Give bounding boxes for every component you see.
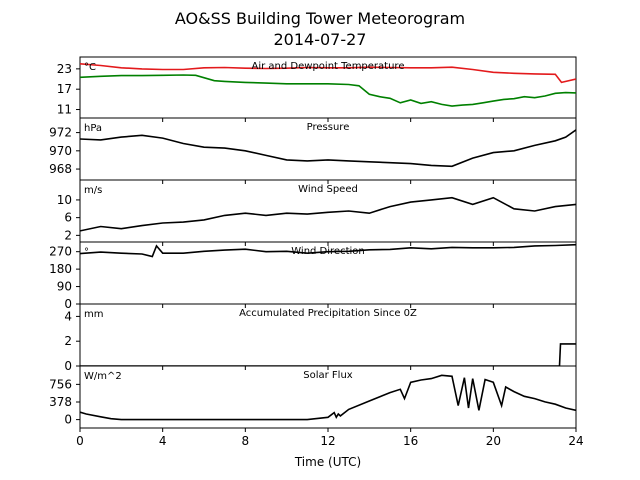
y-tick-label: 17 [57, 82, 72, 96]
figure-title: AO&SS Building Tower Meteorogram [175, 9, 465, 28]
x-axis-label: Time (UTC) [294, 455, 361, 469]
y-tick-label: 378 [49, 395, 72, 409]
x-tick-label: 12 [320, 434, 335, 448]
y-tick-label: 0 [64, 413, 72, 427]
panel-title: Air and Dewpoint Temperature [252, 61, 405, 72]
y-tick-label: 970 [49, 144, 72, 158]
y-tick-label: 2 [64, 334, 72, 348]
x-axis: 0 4 8 12 16 20 24 [76, 434, 583, 448]
series-line-0 [80, 63, 576, 84]
figure-date: 2014-07-27 [274, 30, 367, 49]
x-tick-label: 20 [486, 434, 501, 448]
y-tick-label: 4 [64, 309, 72, 323]
y-tick-label: 180 [49, 262, 72, 276]
panel-title: Wind Speed [298, 184, 358, 195]
panel-title: Wind Direction [291, 246, 365, 257]
y-tick-label: 968 [49, 162, 72, 176]
panel-unit-label: W/m^2 [84, 371, 122, 382]
panel-4: 0 2 4 mm Accumulated Precipitation Since 0Z [64, 303, 577, 373]
panel-unit-label: m/s [84, 185, 102, 196]
panel-unit-label: hPa [84, 123, 102, 134]
series-line-0 [80, 343, 576, 366]
y-tick-label: 11 [57, 103, 72, 117]
y-tick-label: 270 [49, 245, 72, 259]
x-tick-label: 16 [403, 434, 418, 448]
series-line-0 [80, 374, 576, 421]
series-line-0 [80, 129, 576, 168]
panel-2: 2 6 10 m/s Wind Speed [57, 179, 577, 246]
panel-unit-label: ° [84, 247, 89, 258]
y-tick-label: 0 [64, 297, 72, 311]
panel-1: 968 970 972 hPa Pressure [49, 117, 577, 184]
y-tick-label: 972 [49, 126, 72, 140]
x-tick-label: 8 [242, 434, 250, 448]
panel-title: Pressure [307, 122, 350, 133]
panel-title: Solar Flux [303, 370, 353, 381]
panel-3: 0 90 180 270 ° Wind Direction [49, 241, 577, 311]
panel-title: Accumulated Precipitation Since 0Z [239, 308, 417, 319]
y-tick-label: 2 [64, 228, 72, 242]
y-tick-label: 90 [57, 280, 72, 294]
x-tick-label: 24 [568, 434, 583, 448]
x-tick-label: 4 [159, 434, 167, 448]
y-tick-label: 6 [64, 211, 72, 225]
series-line-0 [80, 196, 576, 232]
panel-0: 11 17 23 °C Air and Dewpoint Temperature [57, 56, 577, 122]
y-tick-label: 23 [57, 62, 72, 76]
series-line-0 [80, 243, 576, 258]
series-line-1 [80, 74, 576, 107]
x-tick-label: 0 [76, 434, 84, 448]
panel-unit-label: mm [84, 309, 103, 320]
panel-unit-label: °C [84, 62, 96, 73]
y-tick-label: 0 [64, 359, 72, 373]
y-tick-label: 10 [57, 193, 72, 207]
panel-5: 0 378 756 W/m^2 Solar Flux [49, 365, 577, 432]
y-tick-label: 756 [49, 377, 72, 391]
